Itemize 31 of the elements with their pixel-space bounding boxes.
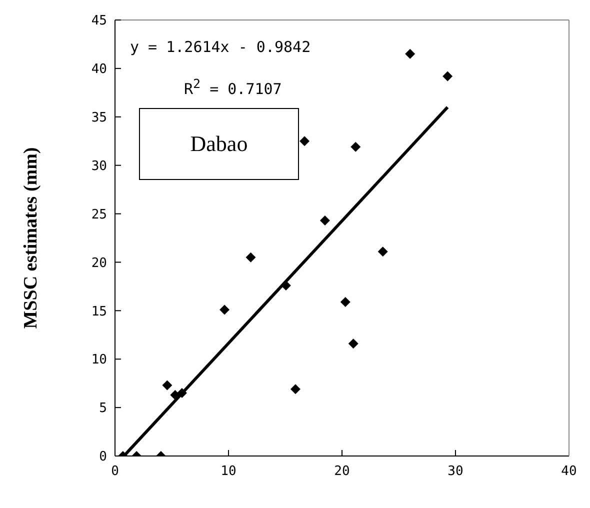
y-tick-label: 15 [91, 304, 107, 320]
y-tick-label: 30 [91, 158, 107, 174]
point [246, 252, 256, 262]
point [405, 48, 416, 59]
x-tick-label: 20 [334, 464, 350, 480]
point [350, 142, 361, 152]
point [348, 338, 358, 349]
point [340, 296, 350, 307]
x-tick-label: 40 [561, 464, 577, 480]
point [378, 246, 388, 257]
point [300, 136, 310, 146]
text-box: Dabao [139, 108, 299, 180]
y-tick-label: 25 [91, 207, 107, 222]
annotation: y = 1.2614x - 0.9842 [130, 38, 311, 56]
y-tick-label: 0 [99, 450, 107, 465]
x-tick-label: 30 [448, 464, 464, 480]
annotation: R$^{2}$ = 0.7107 [184, 76, 282, 98]
point [320, 216, 330, 226]
x-tick-label: 0 [111, 464, 119, 480]
y-tick-label: 5 [99, 401, 107, 416]
y-tick-label: 20 [91, 256, 107, 271]
point [162, 380, 172, 390]
y-axis-title: MSSC estimates (mm) [20, 147, 42, 329]
y-tick-label: 10 [91, 352, 107, 368]
point [442, 71, 453, 82]
x-tick-label: 10 [220, 464, 236, 480]
y-tick-label: 45 [91, 14, 107, 29]
point [290, 384, 300, 394]
y-tick-label: 40 [91, 62, 107, 78]
y-tick-label: 35 [91, 110, 107, 126]
point [220, 304, 230, 315]
